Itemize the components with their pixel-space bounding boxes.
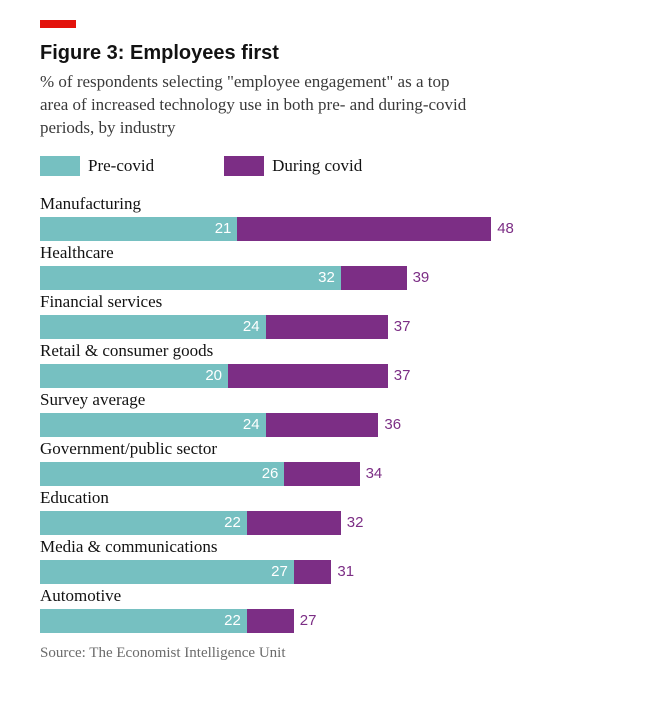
value-pre: 20 <box>198 364 228 388</box>
value-during: 32 <box>341 511 370 535</box>
legend-item-during: During covid <box>224 156 362 176</box>
bar-chart: Manufacturing 21 48Healthcare 32 39Financial… <box>40 194 606 633</box>
legend-swatch-pre <box>40 156 80 176</box>
value-during: 34 <box>360 462 389 486</box>
chart-row: Retail & consumer goods2037 <box>40 341 606 388</box>
value-pre: 32 <box>311 266 341 290</box>
chart-row: Survey average 24 36 <box>40 390 606 437</box>
legend-item-pre: Pre-covid <box>40 156 154 176</box>
category-label: Automotive <box>40 586 606 606</box>
value-during: 37 <box>388 364 417 388</box>
legend-label-during: During covid <box>272 156 362 176</box>
chart-row: Media & communications 27 31 <box>40 537 606 584</box>
bar-wrap: 32 39 <box>40 266 606 290</box>
bar-pre <box>40 315 266 339</box>
value-during: 39 <box>407 266 436 290</box>
bar-pre <box>40 609 247 633</box>
value-pre: 24 <box>236 315 266 339</box>
bar-wrap: 24 36 <box>40 413 606 437</box>
value-pre: 21 <box>207 217 237 241</box>
bar-pre <box>40 511 247 535</box>
chart-row: Manufacturing 21 48 <box>40 194 606 241</box>
value-pre: 22 <box>217 511 247 535</box>
chart-row: Government/public sector 26 34 <box>40 439 606 486</box>
value-during: 36 <box>378 413 407 437</box>
bar-wrap: 27 31 <box>40 560 606 584</box>
figure-title: Figure 3: Employees first <box>40 42 606 65</box>
bar-pre <box>40 413 266 437</box>
accent-mark <box>40 20 76 28</box>
value-pre: 26 <box>254 462 284 486</box>
bar-wrap: 2037 <box>40 364 606 388</box>
legend-swatch-during <box>224 156 264 176</box>
bar-wrap: 24 37 <box>40 315 606 339</box>
category-label: Financial services <box>40 292 606 312</box>
category-label: Retail & consumer goods <box>40 341 606 361</box>
category-label: Manufacturing <box>40 194 606 214</box>
figure-subtitle: % of respondents selecting "employee eng… <box>40 71 470 140</box>
bar-pre <box>40 266 341 290</box>
chart-row: Financial services 24 37 <box>40 292 606 339</box>
value-pre: 27 <box>264 560 294 584</box>
value-during: 48 <box>491 217 520 241</box>
category-label: Survey average <box>40 390 606 410</box>
chart-row: Healthcare 32 39 <box>40 243 606 290</box>
category-label: Media & communications <box>40 537 606 557</box>
value-during: 37 <box>388 315 417 339</box>
value-during: 27 <box>294 609 323 633</box>
bar-pre <box>40 462 284 486</box>
value-pre: 24 <box>236 413 266 437</box>
bar-wrap: 26 34 <box>40 462 606 486</box>
chart-row: Automotive 22 27 <box>40 586 606 633</box>
value-pre: 22 <box>217 609 247 633</box>
legend: Pre-covid During covid <box>40 156 606 176</box>
category-label: Education <box>40 488 606 508</box>
chart-row: Education 22 32 <box>40 488 606 535</box>
source-line: Source: The Economist Intelligence Unit <box>40 645 606 662</box>
bar-wrap: 22 32 <box>40 511 606 535</box>
legend-label-pre: Pre-covid <box>88 156 154 176</box>
category-label: Healthcare <box>40 243 606 263</box>
bar-wrap: 21 48 <box>40 217 606 241</box>
category-label: Government/public sector <box>40 439 606 459</box>
bar-pre <box>40 560 294 584</box>
bar-wrap: 22 27 <box>40 609 606 633</box>
value-during: 31 <box>331 560 360 584</box>
